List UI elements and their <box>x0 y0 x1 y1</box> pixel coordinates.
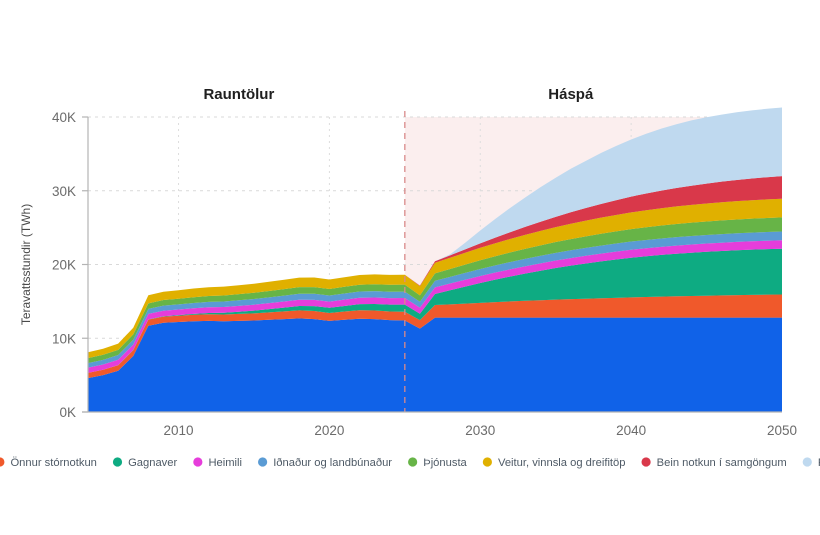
x-tick-label: 2040 <box>616 423 646 438</box>
x-axis-ticks-group: 2010 2020 2030 2040 2050 <box>163 423 797 438</box>
legend-item-gagnaver[interactable]: Gagnaver <box>112 457 178 469</box>
legend-item-önnur-stórnotkun[interactable]: Önnur stórnotkun <box>0 457 97 469</box>
legend-swatch <box>0 457 5 467</box>
legend-label: Gagnaver <box>128 457 177 469</box>
legend-item-þjónusta[interactable]: Þjónusta <box>408 457 468 469</box>
legend-swatch <box>258 457 268 467</box>
y-tick-label: 20K <box>52 258 76 273</box>
y-tick-label: 40K <box>52 110 76 125</box>
legend-item-bein-notkun-í-samgöngum[interactable]: Bein notkun í samgöngum <box>641 457 787 469</box>
legend-swatch <box>482 457 492 467</box>
series-area-álver <box>88 317 782 412</box>
series-area-rafeldsneyti <box>88 107 782 353</box>
series-areas-group <box>88 107 782 412</box>
legend-swatch <box>641 457 651 467</box>
legend-label: Heimili <box>208 457 242 469</box>
x-tick-label: 2050 <box>767 423 797 438</box>
region-label-high-forecast: Háspá <box>548 86 594 103</box>
y-tick-label: 10K <box>52 331 76 346</box>
legend-label: Önnur stórnotkun <box>10 457 96 469</box>
y-tick-label: 30K <box>52 184 76 199</box>
x-tick-label: 2030 <box>465 423 495 438</box>
x-tick-label: 2010 <box>163 423 193 438</box>
series-area-þjónusta <box>88 217 782 364</box>
series-area-bein-notkun-í-samgöngum <box>88 176 782 353</box>
legend-label: Rafeldsneyti <box>818 457 820 469</box>
legend-item-iðnaður-og-landbúnaður[interactable]: Iðnaður og landbúnaður <box>258 457 392 469</box>
legend-label: Veitur, vinnsla og dreifitöp <box>498 457 626 469</box>
series-area-önnur-stórnotkun <box>88 294 782 379</box>
x-tick-label: 2020 <box>314 423 344 438</box>
legend-label: Bein notkun í samgöngum <box>657 457 787 469</box>
legend-label: Iðnaður og landbúnaður <box>273 457 392 469</box>
series-area-gagnaver <box>88 248 782 373</box>
legend-item-heimili[interactable]: Heimili <box>193 457 242 469</box>
y-axis-title: Teravattsstundir (TWh) <box>19 204 33 325</box>
region-label-historical: Rauntölur <box>203 86 274 103</box>
y-axis-title-group: Teravattsstundir (TWh) <box>19 204 33 325</box>
legend-label: Þjónusta <box>423 457 467 469</box>
y-tick-label: 0K <box>59 405 76 420</box>
legend-group[interactable]: ÁlverÖnnur stórnotkunGagnaverHeimiliIðna… <box>0 456 820 469</box>
y-axis-ticks-group: 0K 10K 20K 30K 40K <box>52 110 88 420</box>
legend-swatch <box>193 457 203 467</box>
legend-swatch <box>112 457 123 467</box>
region-labels-group: Rauntölur Háspá <box>203 86 593 103</box>
legend-item-veitur-vinnsla-og-dreifitöp[interactable]: Veitur, vinnsla og dreifitöp <box>482 457 626 469</box>
legend-swatch <box>802 457 812 467</box>
legend-item-rafeldsneyti[interactable]: Rafeldsneyti <box>802 457 820 469</box>
legend-swatch <box>408 457 418 467</box>
series-area-veitur-vinnsla-og-dreifitöp <box>88 198 782 359</box>
